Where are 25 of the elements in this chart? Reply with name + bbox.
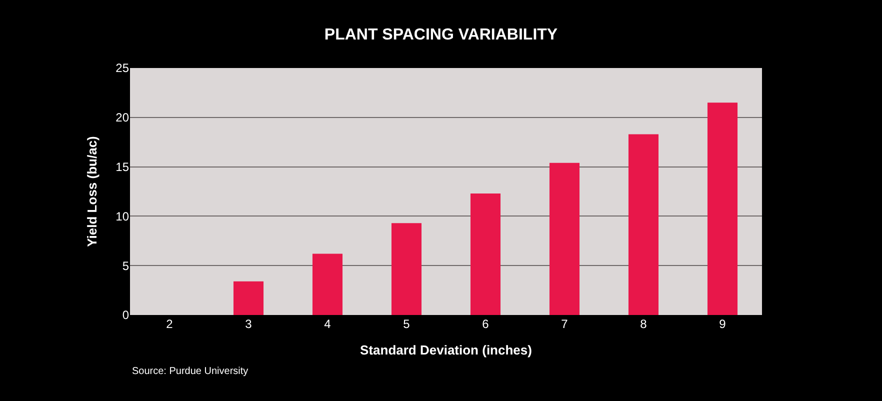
y-tick-label: 20 (116, 110, 130, 125)
x-tick-label: 8 (640, 317, 648, 331)
y-tick-label: 10 (116, 209, 130, 224)
chart-title: PLANT SPACING VARIABILITY (324, 26, 558, 44)
bar (707, 102, 738, 315)
bar (391, 223, 422, 315)
x-tick-label: 9 (719, 317, 726, 331)
bar (628, 134, 659, 315)
x-tick-label: 7 (561, 317, 568, 331)
bar (312, 254, 343, 315)
bar (233, 281, 264, 315)
x-tick-label: 3 (245, 317, 252, 331)
x-tick-label: 6 (482, 317, 490, 331)
x-axis-title: Standard Deviation (inches) (360, 342, 532, 358)
x-tick-label: 2 (166, 317, 174, 331)
bar (549, 162, 580, 315)
y-tick-label: 25 (116, 61, 130, 76)
y-tick-label: 15 (116, 160, 130, 174)
x-tick-label: 4 (324, 317, 332, 331)
bar (470, 193, 501, 315)
y-tick-label: 0 (122, 308, 130, 322)
x-tick-label: 5 (403, 317, 410, 331)
source-note: Source: Purdue University (132, 366, 248, 377)
y-axis-title: Yield Loss (bu/ac) (84, 136, 100, 247)
y-tick-label: 5 (122, 258, 130, 273)
